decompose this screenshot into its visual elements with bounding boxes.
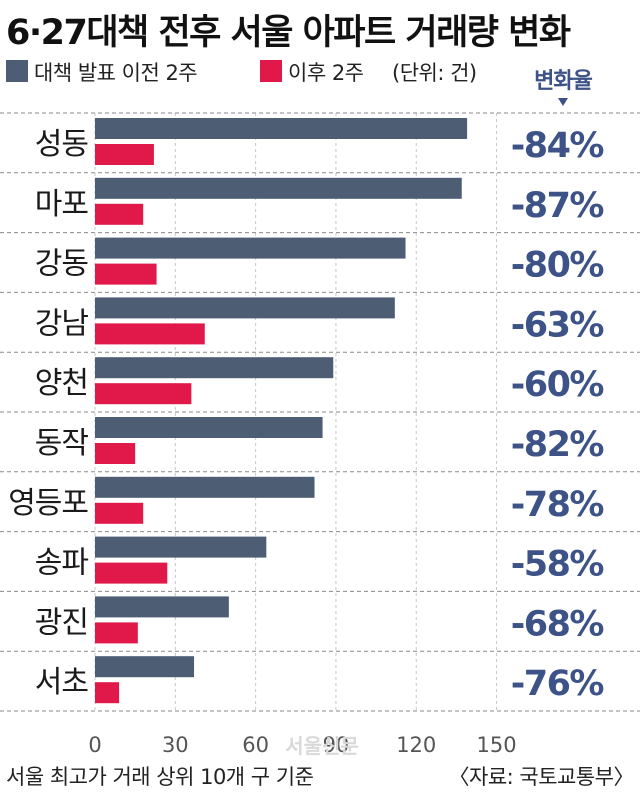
category-label: 성동 [35,127,89,162]
bar-before [95,596,229,618]
category-label: 강동 [35,247,89,282]
bar-before [95,417,323,438]
legend-label-before: 대책 발표 이전 2주 [34,61,197,85]
bar-after [95,144,154,165]
category-label: 광진 [35,605,88,640]
watermark: 서울신문 [285,734,359,758]
bar-before [95,476,315,498]
x-tick-label: 0 [88,733,101,757]
x-tick-label: 60 [242,733,269,757]
unit-note: (단위: 건) [392,61,477,85]
bar-before [95,118,468,139]
legend-swatch-after [260,60,282,82]
change-rate-label: -63% [511,305,604,345]
change-rate-label: -80% [511,246,604,286]
bar-after [95,323,205,345]
category-label: 동작 [35,426,89,461]
bar-before [95,237,406,259]
category-label: 양천 [35,366,88,401]
change-rate-label: -68% [511,604,604,644]
category-label: 강남 [35,306,89,341]
bar-before [95,656,195,678]
legend-swatch-before [6,60,28,82]
bar-after [95,263,157,285]
change-rate-label: -87% [511,186,604,226]
bar-after [95,622,138,644]
bar-after [95,383,192,405]
category-label: 영등포 [8,486,88,521]
bar-before [95,536,267,558]
legend-label-after: 이후 2주 [288,61,364,85]
change-rate-label: -78% [511,485,604,525]
chart-title: 6·27대책 전후 서울 아파트 거래량 변화 [6,13,571,53]
x-tick-label: 30 [162,733,189,757]
change-rate-label: -76% [511,664,604,704]
footnote-right: 〈자료: 국토교통부〉 [449,765,635,789]
x-tick-label: 90 [323,733,350,757]
bar-after [95,203,144,225]
bar-before [95,357,334,379]
bar-after [95,562,168,584]
change-rate-label: -58% [511,545,604,585]
change-rate-header: 변화율 [534,69,592,94]
bar-after [95,682,120,704]
bar-before [95,177,462,199]
x-tick-label: 150 [477,733,517,757]
x-tick-label: 120 [396,733,436,757]
change-rate-label: -82% [511,425,604,465]
bar-before [95,297,395,319]
change-rate-marker [558,98,568,106]
category-label: 마포 [35,187,89,222]
change-rate-label: -60% [511,365,604,405]
footnote-left: 서울 최고가 거래 상위 10개 구 기준 [6,765,314,789]
bar-after [95,443,136,464]
change-rate-label: -84% [511,126,604,166]
bar-after [95,502,144,524]
category-label: 서초 [35,665,89,700]
category-label: 송파 [35,546,89,581]
